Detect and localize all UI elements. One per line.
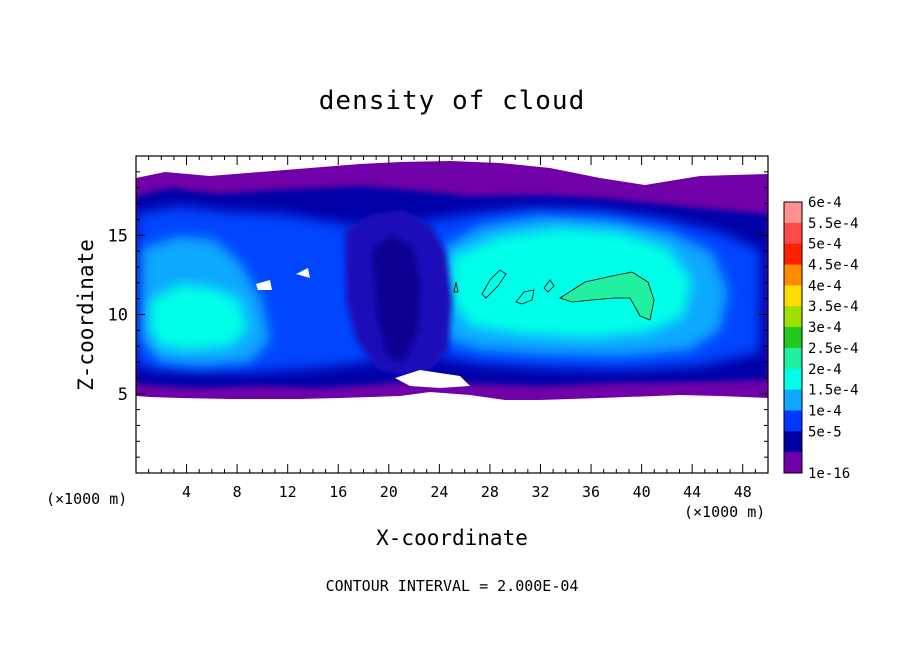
colorbar-label: 5e-5 bbox=[808, 424, 842, 440]
x-axis-label: X-coordinate bbox=[376, 526, 528, 550]
colorbar-swatch bbox=[784, 410, 802, 432]
colorbar-label: 1e-4 bbox=[808, 403, 842, 419]
colorbar-swatch bbox=[784, 222, 802, 245]
x-tick-label: 8 bbox=[233, 483, 242, 501]
colorbar-swatch bbox=[784, 264, 802, 286]
colorbar-label: 3.5e-4 bbox=[808, 299, 859, 315]
x-tick-label: 16 bbox=[329, 483, 347, 501]
peak-contour-small-1 bbox=[481, 269, 507, 299]
colorbar-swatch bbox=[784, 306, 802, 328]
colorbar-swatch bbox=[784, 347, 802, 370]
x-tick-label: 32 bbox=[531, 483, 549, 501]
colorbar-label: 2.5e-4 bbox=[808, 341, 859, 357]
colorbar-swatch bbox=[784, 389, 802, 411]
clear-gap-3 bbox=[296, 268, 310, 278]
x-tick-label: 44 bbox=[683, 483, 701, 501]
colorbar-frame bbox=[783, 201, 803, 474]
colorbar-swatch bbox=[784, 368, 802, 391]
x-tick-label: 20 bbox=[380, 483, 398, 501]
x-tick-label: 12 bbox=[279, 483, 297, 501]
colorbar-swatch bbox=[784, 327, 802, 349]
peak-contour-small-4 bbox=[453, 281, 459, 293]
cloud-core-right bbox=[452, 228, 692, 338]
cloud-core-left bbox=[150, 284, 248, 350]
chart-title: density of cloud bbox=[318, 86, 586, 116]
colorbar-label: 4.5e-4 bbox=[808, 258, 859, 274]
colorbar-label: 5e-4 bbox=[808, 237, 842, 253]
colorbar-swatch bbox=[784, 285, 802, 307]
clear-gap-2 bbox=[256, 280, 272, 290]
peak-contour bbox=[559, 271, 655, 321]
colorbar-label: 1.5e-4 bbox=[808, 383, 859, 399]
colorbar-label: 3e-4 bbox=[808, 320, 842, 336]
colorbar-swatch bbox=[784, 452, 802, 474]
colorbar-label: 6e-4 bbox=[808, 195, 842, 211]
colorbar-label: 5.5e-4 bbox=[808, 216, 859, 232]
colorbar-label: 2e-4 bbox=[808, 362, 842, 378]
colorbar: 6e-4 5.5e-4 5e-4 4.5e-4 4e-4 3.5e-4 3e-4 2.5e-4… bbox=[783, 195, 859, 482]
colorbar-swatch bbox=[784, 431, 802, 453]
x-tick-label: 4 bbox=[182, 483, 191, 501]
y-tick-label: 15 bbox=[108, 226, 128, 246]
colorbar-swatch bbox=[784, 202, 802, 224]
y-axis-label: Z-coordinate bbox=[74, 239, 98, 391]
peak-contour-small-2 bbox=[515, 289, 535, 305]
x-tick-label: 48 bbox=[734, 483, 752, 501]
contour-interval-note: CONTOUR INTERVAL = 2.000E-04 bbox=[325, 577, 579, 595]
turbulent-streak bbox=[372, 236, 420, 362]
y-tick-label: 5 bbox=[118, 385, 128, 405]
colorbar-swatch bbox=[784, 243, 802, 266]
x-unit-note: (×1000 m) bbox=[684, 503, 766, 521]
x-tick-label: 28 bbox=[481, 483, 499, 501]
x-tick-label: 36 bbox=[582, 483, 600, 501]
x-tick-label: 40 bbox=[633, 483, 651, 501]
x-tick-label: 24 bbox=[430, 483, 448, 501]
colorbar-label: 1e-16 bbox=[808, 466, 850, 482]
peak-contour-small-3 bbox=[543, 279, 555, 293]
colorbar-label: 4e-4 bbox=[808, 278, 842, 294]
y-unit-note: (×1000 m) bbox=[46, 490, 128, 508]
y-tick-label: 10 bbox=[108, 306, 128, 326]
heatmap-field bbox=[136, 161, 768, 400]
clear-gap-1 bbox=[395, 370, 470, 388]
